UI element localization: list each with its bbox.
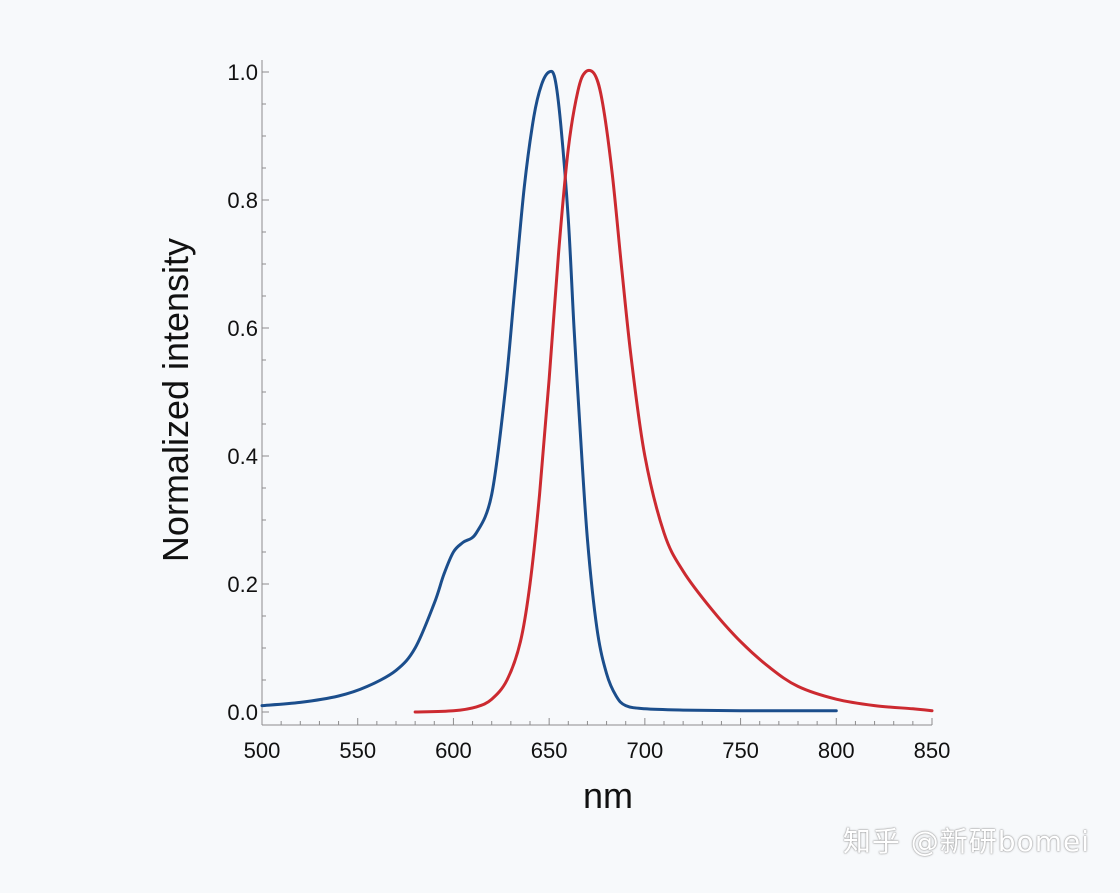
y-tick-label: 0.6 [227, 316, 258, 341]
x-tick-label: 700 [626, 738, 663, 763]
y-tick-label: 0.2 [227, 572, 258, 597]
x-tick-label: 800 [818, 738, 855, 763]
y-tick-label: 0.0 [227, 700, 258, 725]
x-tick-label: 750 [722, 738, 759, 763]
series-line-red [413, 68, 934, 714]
y-tick-label: 0.4 [227, 444, 258, 469]
x-tick-label: 500 [244, 738, 281, 763]
x-tick-label: 600 [435, 738, 472, 763]
series-layer [260, 68, 934, 714]
y-axis-title: Normalized intensity [155, 238, 196, 562]
series-line-blue [260, 69, 838, 713]
ticks: 0.0 0.2 0.4 0.6 0.8 1.0 500 550 600 650 700 750 800 8… [227, 60, 950, 763]
x-tick-label: 850 [914, 738, 951, 763]
x-axis-title: nm [583, 775, 633, 816]
x-tick-label: 550 [339, 738, 376, 763]
x-tick-label: 650 [531, 738, 568, 763]
y-tick-label: 1.0 [227, 60, 258, 85]
y-tick-label: 0.8 [227, 188, 258, 213]
watermark: 知乎 @新研bomei [842, 825, 1090, 858]
